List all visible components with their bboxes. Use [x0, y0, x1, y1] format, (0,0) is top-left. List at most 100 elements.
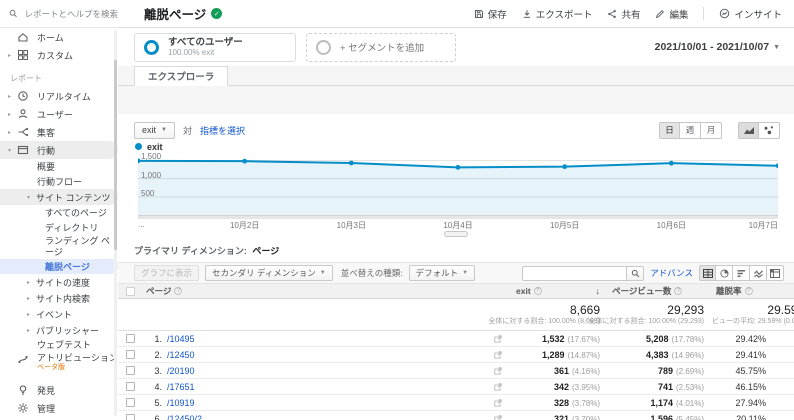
data-view-button[interactable]: [699, 265, 716, 281]
page-title: 離脱ページ: [144, 8, 207, 22]
motion-chart-button[interactable]: [759, 121, 780, 139]
chevron-down-icon: ▼: [462, 270, 469, 276]
external-link-icon[interactable]: [494, 350, 502, 359]
sidebar-item-exit-pages[interactable]: 離脱ページ: [0, 259, 118, 274]
explorer-panel: exit ▼ 対 指標を選択 日 週 月 exit: [118, 114, 794, 420]
sidebar-item-behavior-flow[interactable]: 行動フロー: [37, 177, 83, 187]
pageviews-total: 29,293: [667, 303, 704, 318]
percentage-view-button[interactable]: [716, 265, 733, 281]
x-axis-tick: 10月3日: [336, 221, 367, 230]
segment-all-users[interactable]: すべてのユーザー 100.00% exit: [134, 32, 296, 62]
column-header-pageviews[interactable]: ページビュー数 ?: [608, 285, 712, 297]
row-checkbox[interactable]: [125, 366, 135, 375]
column-header-exit-rate[interactable]: 離脱率 ?: [712, 285, 794, 297]
sidebar-item-behavior[interactable]: ▾ 行動: [0, 141, 118, 159]
page-link[interactable]: /17651: [167, 381, 195, 392]
primary-dimension-page[interactable]: ページ: [252, 246, 280, 256]
help-icon[interactable]: ?: [744, 287, 753, 295]
sidebar-item-events[interactable]: ▸ イベント: [27, 309, 73, 320]
sort-type-dropdown[interactable]: デフォルト ▼: [408, 265, 476, 281]
help-icon[interactable]: ?: [174, 287, 183, 295]
sidebar-item-overview[interactable]: 概要: [37, 162, 56, 172]
page-link[interactable]: /10919: [167, 397, 195, 408]
page-link[interactable]: /12450: [167, 349, 195, 360]
sidebar-item-home[interactable]: ホーム: [0, 28, 118, 46]
secondary-dimension-dropdown[interactable]: セカンダリ ディメンション ▼: [205, 265, 333, 281]
granularity-day-button[interactable]: 日: [659, 121, 680, 139]
performance-view-button[interactable]: [733, 265, 750, 281]
sidebar-item-publisher[interactable]: ▸ パブリッシャー: [27, 325, 100, 336]
sidebar-item-all-pages[interactable]: すべてのページ: [45, 208, 107, 218]
granularity-week-button[interactable]: 週: [680, 121, 701, 139]
row-checkbox[interactable]: [125, 334, 135, 343]
help-icon[interactable]: ?: [533, 287, 542, 295]
row-checkbox[interactable]: [125, 414, 135, 420]
sidebar-item-site-content[interactable]: ▾ サイト コンテンツ: [0, 189, 118, 205]
exit-value: 321: [553, 413, 569, 420]
sidebar-item-directory[interactable]: ディレクトリ: [45, 223, 99, 233]
external-link-icon[interactable]: [494, 334, 502, 343]
share-button[interactable]: 共有: [607, 7, 640, 21]
column-header-page[interactable]: ページ ?: [142, 285, 512, 297]
help-icon[interactable]: ?: [674, 287, 683, 295]
exit-rate-value: 29.41%: [735, 349, 766, 360]
sidebar-item-custom[interactable]: ▸ カスタム: [8, 50, 74, 61]
pageviews-value: 741: [657, 381, 673, 392]
table-search-input[interactable]: [522, 265, 627, 281]
exit-total: 8,669: [569, 303, 600, 318]
download-icon: [523, 9, 530, 18]
table-search-button[interactable]: [626, 265, 645, 281]
pivot-view-button[interactable]: [767, 265, 784, 281]
row-checkbox[interactable]: [125, 382, 135, 391]
sidebar-item-site-speed[interactable]: ▸ サイトの速度: [27, 277, 91, 288]
page-link[interactable]: /20190: [167, 365, 195, 376]
sidebar-item-users[interactable]: ▸ ユーザー: [8, 109, 73, 120]
sidebar-search[interactable]: レポートとヘルプを検索: [0, 0, 118, 28]
sidebar-item-discover[interactable]: 発見: [0, 381, 118, 399]
external-link-icon[interactable]: [494, 398, 502, 407]
expander-icon: ▸: [8, 93, 12, 100]
sidebar-item-landing-pages[interactable]: ランディング ページ: [45, 236, 110, 257]
plot-rows-button[interactable]: グラフに表示: [134, 265, 200, 281]
app-header: 離脱ページ ✓ 保存 エクスポート 共有 編集 インサイト: [118, 0, 794, 28]
exit-rate-value: 27.94%: [735, 397, 766, 408]
external-link-icon[interactable]: [494, 414, 502, 420]
table-row: 1. /10495 1,532 (17.67%) 5,208 (17.78%) 29…: [118, 331, 794, 347]
sidebar-scrollbar-thumb[interactable]: [114, 60, 117, 250]
sidebar-item-web-test[interactable]: ウェブテスト: [37, 340, 92, 350]
page-link[interactable]: /10495: [167, 333, 195, 344]
date-range-selector[interactable]: 2021/10/01 - 2021/10/07 ▼: [654, 41, 780, 53]
export-button[interactable]: エクスポート: [522, 7, 592, 21]
tab-explorer[interactable]: エクスプローラ: [134, 66, 229, 86]
external-link-icon[interactable]: [494, 366, 502, 375]
advanced-filter-link[interactable]: アドバンス: [650, 268, 693, 278]
sidebar-item-realtime[interactable]: ▸ リアルタイム: [8, 91, 91, 102]
table-toolbar: グラフに表示 セカンダリ ディメンション ▼ 並べ替えの種類: デフォルト ▼ …: [118, 262, 794, 284]
select-all-checkbox[interactable]: [125, 286, 135, 296]
sidebar-item-site-search[interactable]: ▸ サイト内検索: [27, 293, 91, 304]
line-chart-button[interactable]: [738, 121, 759, 139]
granularity-month-button[interactable]: 月: [701, 121, 722, 139]
insights-button[interactable]: インサイト: [719, 7, 782, 21]
add-segment-button[interactable]: + セグメントを追加: [306, 32, 456, 62]
comparison-view-button[interactable]: [750, 265, 767, 281]
column-header-exit[interactable]: exit ? ↓: [516, 286, 600, 296]
page-link[interactable]: /12450/2: [167, 413, 203, 420]
sidebar: レポートとヘルプを検索 ホーム ▸ カスタム レポート ▸ リアルタイム ▸ ユ…: [0, 0, 118, 420]
metric-dropdown[interactable]: exit ▼: [134, 121, 175, 139]
row-checkbox[interactable]: [125, 398, 135, 407]
row-checkbox[interactable]: [125, 350, 135, 359]
save-button[interactable]: 保存: [474, 7, 507, 21]
timeline-slider-handle[interactable]: [444, 231, 468, 237]
segment-ring-icon: [144, 39, 159, 55]
select-metric-link[interactable]: 指標を選択: [199, 125, 245, 136]
sidebar-item-acquisition[interactable]: ▸ 集客: [8, 127, 56, 138]
custom-reports-icon: [18, 50, 29, 61]
search-icon: [631, 269, 639, 277]
edit-button[interactable]: 編集: [655, 7, 688, 21]
sidebar-item-attribution[interactable]: アトリビューション ベータ版: [0, 351, 118, 381]
acquisition-icon: [18, 127, 29, 137]
sidebar-item-admin[interactable]: 管理: [0, 399, 118, 417]
row-index: 1.: [154, 333, 162, 344]
external-link-icon[interactable]: [494, 382, 502, 391]
